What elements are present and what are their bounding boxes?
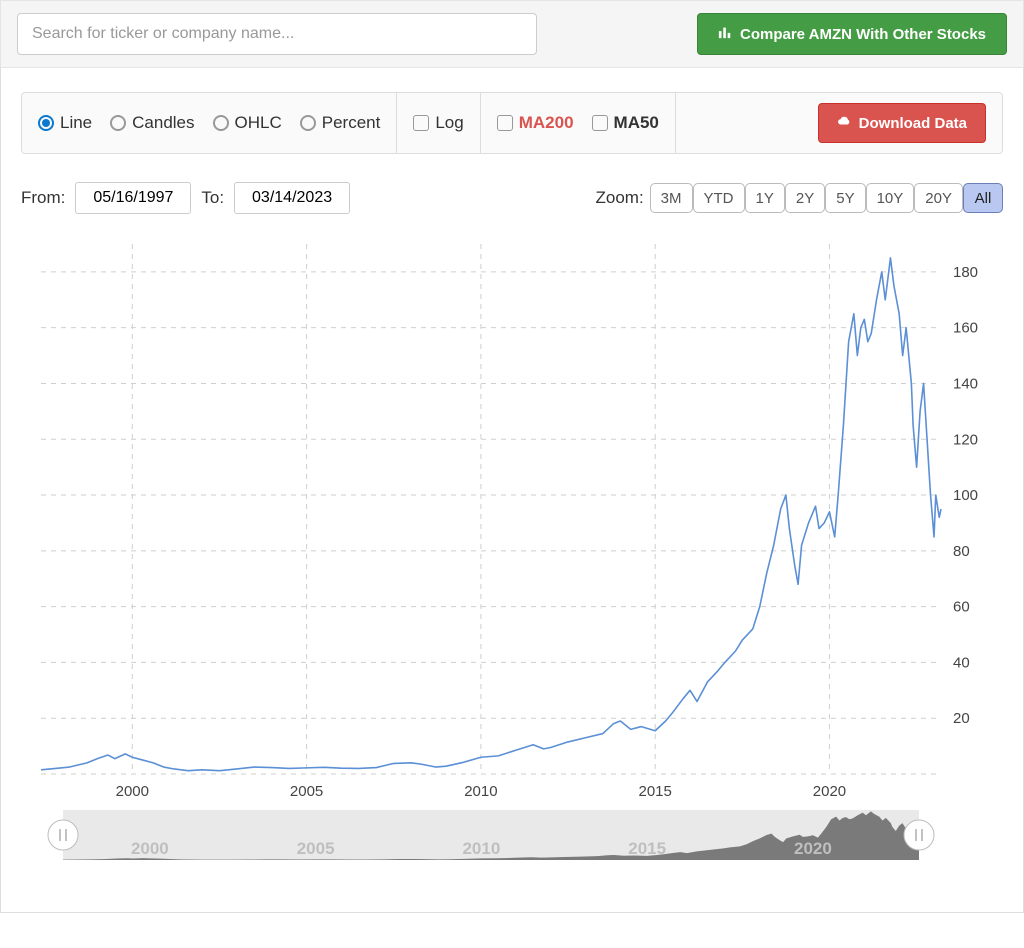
chart-panel: Line Candles OHLC Percent Log MA200 MA50: [0, 68, 1024, 913]
to-date-input[interactable]: [234, 182, 350, 214]
svg-text:140: 140: [953, 375, 978, 392]
svg-text:2005: 2005: [297, 839, 335, 858]
ma-group: MA200 MA50: [481, 93, 676, 153]
ma200-label: MA200: [519, 113, 574, 133]
svg-text:2020: 2020: [794, 839, 832, 858]
chart-type-label: Candles: [132, 113, 194, 133]
scale-group: Log: [397, 93, 480, 153]
svg-text:2015: 2015: [638, 783, 671, 800]
chart-type-label: Percent: [322, 113, 381, 133]
chart-type-ohlc[interactable]: OHLC: [213, 113, 282, 133]
svg-text:120: 120: [953, 431, 978, 448]
top-bar: Compare AMZN With Other Stocks: [0, 0, 1024, 68]
svg-text:80: 80: [953, 543, 970, 560]
log-label: Log: [435, 113, 463, 133]
svg-text:2005: 2005: [290, 783, 323, 800]
nav-handle-right[interactable]: [904, 820, 934, 850]
chart-type-line[interactable]: Line: [38, 113, 92, 133]
radio-icon: [213, 115, 229, 131]
svg-text:100: 100: [953, 487, 978, 504]
download-button[interactable]: Download Data: [818, 103, 986, 143]
checkbox-icon: [497, 115, 513, 131]
zoom-20y[interactable]: 20Y: [914, 183, 963, 213]
compare-button[interactable]: Compare AMZN With Other Stocks: [697, 13, 1007, 55]
zoom-all[interactable]: All: [963, 183, 1003, 213]
chart-type-label: OHLC: [235, 113, 282, 133]
search-input[interactable]: [17, 13, 537, 55]
zoom-3m[interactable]: 3M: [650, 183, 693, 213]
svg-text:60: 60: [953, 599, 970, 616]
radio-icon: [300, 115, 316, 131]
ma50-checkbox[interactable]: MA50: [592, 113, 659, 133]
svg-text:2020: 2020: [813, 783, 846, 800]
svg-text:2000: 2000: [131, 839, 169, 858]
ma50-label: MA50: [614, 113, 659, 133]
svg-text:20: 20: [953, 710, 970, 727]
price-chart[interactable]: 20 40 60 80 100 120 140 160 180 2000 2005 2010 2015 2…: [21, 244, 1001, 894]
zoom-5y[interactable]: 5Y: [825, 183, 865, 213]
date-range-row: From: To: Zoom: 3MYTD1Y2Y5Y10Y20YAll: [21, 182, 1003, 214]
zoom-10y[interactable]: 10Y: [866, 183, 915, 213]
compare-button-label: Compare AMZN With Other Stocks: [740, 26, 986, 43]
svg-text:180: 180: [953, 264, 978, 281]
ma200-checkbox[interactable]: MA200: [497, 113, 574, 133]
svg-text:2010: 2010: [462, 839, 500, 858]
chart-area: 20 40 60 80 100 120 140 160 180 2000 2005 2010 2015 2…: [21, 244, 1003, 894]
zoom-2y[interactable]: 2Y: [785, 183, 825, 213]
to-label: To:: [201, 188, 224, 208]
download-group: Download Data: [802, 93, 1002, 153]
chart-type-label: Line: [60, 113, 92, 133]
bar-chart-icon: [718, 25, 732, 43]
zoom-label: Zoom:: [595, 188, 643, 208]
download-button-label: Download Data: [859, 115, 967, 132]
log-checkbox[interactable]: Log: [413, 113, 463, 133]
radio-icon: [110, 115, 126, 131]
checkbox-icon: [413, 115, 429, 131]
zoom-ytd[interactable]: YTD: [693, 183, 745, 213]
svg-text:2015: 2015: [628, 839, 666, 858]
radio-icon: [38, 115, 54, 131]
svg-text:40: 40: [953, 654, 970, 671]
nav-handle-left[interactable]: [48, 820, 78, 850]
from-date-input[interactable]: [75, 182, 191, 214]
cloud-download-icon: [837, 114, 851, 132]
zoom-group: Zoom: 3MYTD1Y2Y5Y10Y20YAll: [595, 183, 1003, 213]
chart-type-candles[interactable]: Candles: [110, 113, 194, 133]
chart-toolbar: Line Candles OHLC Percent Log MA200 MA50: [21, 92, 1003, 154]
chart-type-group: Line Candles OHLC Percent: [22, 93, 397, 153]
svg-text:160: 160: [953, 320, 978, 337]
checkbox-icon: [592, 115, 608, 131]
svg-text:2000: 2000: [116, 783, 149, 800]
from-label: From:: [21, 188, 65, 208]
chart-type-percent[interactable]: Percent: [300, 113, 381, 133]
svg-text:2010: 2010: [464, 783, 497, 800]
zoom-1y[interactable]: 1Y: [745, 183, 785, 213]
